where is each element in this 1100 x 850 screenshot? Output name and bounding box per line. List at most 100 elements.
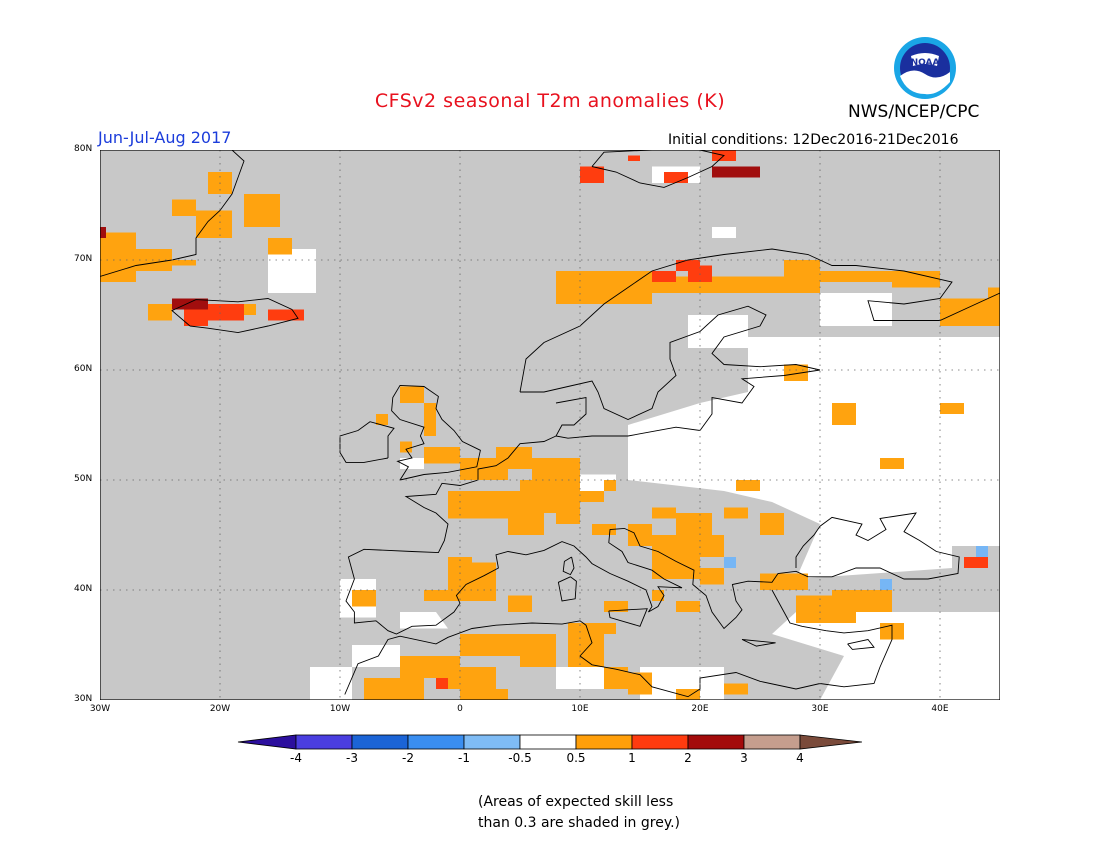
coastline xyxy=(345,435,960,635)
colorbar-segment xyxy=(351,734,409,750)
colorbar-arrow-right xyxy=(799,734,862,750)
colorbar-label: -2 xyxy=(402,751,414,765)
coastline xyxy=(344,589,893,698)
warm-anomaly-cell xyxy=(448,557,472,568)
warm-anomaly-cell xyxy=(784,364,808,381)
warm-anomaly-cell xyxy=(760,513,784,535)
cool-anomaly-cell xyxy=(976,546,988,557)
warm-anomaly-cell xyxy=(496,447,532,469)
warm-anomaly-cell xyxy=(832,590,892,612)
warm-anomaly-cell xyxy=(724,683,748,695)
warm-anomaly-cell xyxy=(376,414,388,425)
very-strong-warm-cell xyxy=(712,166,760,178)
longitude-label: 10W xyxy=(329,704,351,714)
near-zero-region xyxy=(400,458,424,469)
warm-anomaly-cell xyxy=(652,535,700,579)
warm-anomaly-cell xyxy=(244,194,280,227)
initial-conditions: Initial conditions: 12Dec2016-21Dec2016 xyxy=(668,132,959,148)
strong-warm-anomaly-cell xyxy=(184,309,208,326)
near-zero-region xyxy=(688,315,748,348)
colorbar-segment xyxy=(295,734,353,750)
coastline xyxy=(339,421,395,463)
coastline xyxy=(171,298,299,334)
noaa-logo-icon: NOAA xyxy=(894,37,956,99)
warm-anomaly-cell xyxy=(700,568,724,585)
warm-anomaly-cell xyxy=(820,271,904,282)
warm-anomaly-cell xyxy=(508,513,544,535)
warm-anomaly-cell xyxy=(736,480,760,491)
coastline xyxy=(591,150,725,188)
longitude-label: 30E xyxy=(811,704,829,714)
warm-anomaly-cell xyxy=(676,601,700,612)
warm-anomaly-cell xyxy=(520,480,580,513)
warm-anomaly-cell xyxy=(352,590,376,607)
very-strong-warm-cell xyxy=(172,298,208,310)
warm-anomaly-cell xyxy=(652,590,664,601)
longitude-label: 10E xyxy=(571,704,589,714)
warm-anomaly-cell xyxy=(628,672,652,695)
warm-anomaly-cell xyxy=(652,507,676,519)
strong-warm-anomaly-cell xyxy=(628,155,640,161)
colorbar-label: 1 xyxy=(628,751,636,765)
warm-anomaly-cell xyxy=(784,260,820,282)
warm-anomaly-cell xyxy=(520,634,556,667)
skill-note-line1: (Areas of expected skill less xyxy=(478,794,674,810)
forecast-period: Jun-Jul-Aug 2017 xyxy=(98,128,232,147)
warm-anomaly-cell xyxy=(556,271,652,304)
near-zero-region xyxy=(712,227,736,238)
longitude-label: 40E xyxy=(931,704,949,714)
colorbar-segment xyxy=(687,734,745,750)
strong-warm-anomaly-cell xyxy=(580,166,604,183)
colorbar-label: -0.5 xyxy=(508,751,532,765)
warm-anomaly-cell xyxy=(196,210,232,238)
coastline xyxy=(741,639,776,647)
warm-anomaly-cell xyxy=(880,458,904,469)
coastline xyxy=(391,384,481,481)
colorbar-label: 2 xyxy=(684,751,692,765)
warm-anomaly-cell xyxy=(460,634,520,656)
warm-anomaly-cell xyxy=(424,590,448,601)
warm-anomaly-cell xyxy=(628,524,652,546)
colorbar-segment xyxy=(631,734,689,750)
coastline xyxy=(557,576,577,602)
warm-anomaly-cell xyxy=(604,667,628,689)
warm-anomaly-cell xyxy=(724,507,748,519)
near-zero-region xyxy=(400,612,448,629)
colorbar-segment xyxy=(463,734,521,750)
strong-warm-anomaly-cell xyxy=(208,304,244,321)
warm-anomaly-cell xyxy=(364,678,424,700)
coastline xyxy=(520,305,821,420)
colorbar-segment xyxy=(575,734,633,750)
strong-warm-anomaly-cell xyxy=(268,309,304,321)
cool-anomaly-cell xyxy=(724,557,736,568)
colorbar xyxy=(237,734,862,750)
warm-anomaly-cell xyxy=(892,271,940,288)
skill-note: (Areas of expected skill less than 0.3 a… xyxy=(478,792,680,834)
near-zero-region xyxy=(310,667,352,700)
warm-anomaly-cell xyxy=(940,403,964,414)
warm-anomaly-cell xyxy=(172,199,196,216)
warm-anomaly-cell xyxy=(700,535,724,557)
latitude-label: 60N xyxy=(74,364,93,374)
warm-anomaly-cell xyxy=(424,667,448,678)
warm-anomaly-cell xyxy=(148,304,172,321)
warm-anomaly-cell xyxy=(400,386,424,403)
coastline xyxy=(100,150,245,277)
warm-anomaly-cell xyxy=(604,480,616,491)
latitude-label: 30N xyxy=(74,694,93,704)
colorbar-label: 0.5 xyxy=(566,751,586,765)
warm-anomaly-cell xyxy=(424,403,436,436)
strong-warm-anomaly-cell xyxy=(652,271,676,282)
colorbar-segment xyxy=(407,734,465,750)
longitude-label: 20W xyxy=(209,704,231,714)
near-zero-region xyxy=(820,293,892,326)
colorbar-segment xyxy=(519,734,577,750)
colorbar-label: -4 xyxy=(290,751,302,765)
colorbar-label: -3 xyxy=(346,751,358,765)
near-zero-region xyxy=(772,612,1000,700)
near-zero-region xyxy=(628,337,1000,579)
chart-title: CFSv2 seasonal T2m anomalies (K) xyxy=(374,90,726,112)
warm-anomaly-cell xyxy=(760,573,808,590)
warm-anomaly-cell xyxy=(136,249,172,271)
warm-anomaly-cell xyxy=(676,513,712,535)
